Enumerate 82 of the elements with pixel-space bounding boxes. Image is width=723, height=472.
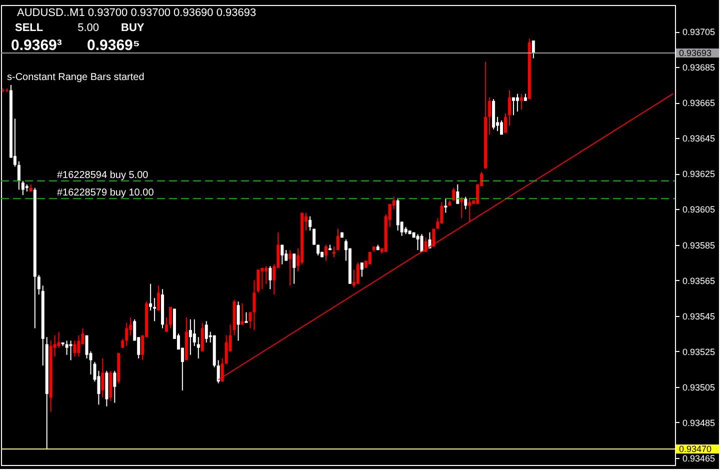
candlestick [264,266,268,284]
candlestick [204,320,208,343]
ref-line-label: #16228579 buy 10.00 [57,188,154,199]
candlestick [420,234,424,252]
candlestick [85,334,88,359]
candlestick [73,340,76,358]
y-tick-label: 0.93585 [682,240,716,250]
candlestick [192,318,196,347]
candlestick [336,228,340,251]
y-tick-label: 0.93545 [682,311,716,322]
annotation: BUY [121,22,145,34]
candlestick [324,244,328,262]
candlestick [312,228,316,246]
candlestick [444,198,448,214]
candlestick [456,184,460,204]
candlestick [520,93,523,110]
y-tick-label: 0.93665 [682,98,716,108]
candlestick [224,334,228,364]
y-tick-label: 0.93625 [682,169,716,180]
candlestick [368,251,372,265]
chart-title: AUDUSD..M1 0.93700 0.93700 0.93690 0.93693 [17,7,256,19]
candlestick [468,198,472,222]
candlestick [508,90,511,126]
candlestick [196,336,200,359]
candlestick [464,196,468,210]
y-tick-label: 0.93685 [682,62,716,73]
candlestick [244,312,248,324]
y-tick-label: 0.93525 [682,346,716,357]
candlestick [57,331,60,348]
candlestick [260,267,264,290]
candlestick [157,285,160,311]
candlestick [188,318,192,356]
candlestick [21,180,24,196]
candlestick [113,370,116,404]
candlestick [356,262,360,284]
candlestick [236,301,240,342]
y-tick-label: 0.93565 [682,276,716,286]
candlestick [268,266,272,290]
candlestick [308,216,312,232]
candlestick [516,93,519,112]
y-tick-label: 0.93485 [682,418,716,428]
candlestick [77,334,80,358]
candlestick [17,160,20,190]
candlestick [292,253,296,284]
annotation: 5.00 [78,22,99,34]
candlestick [69,340,72,361]
candlestick [280,244,284,265]
candlestick [500,120,504,136]
candlestick [452,187,456,201]
candlestick [416,234,420,251]
candlestick [125,322,128,347]
ref-line-label: 0.93470 [679,444,712,454]
y-tick-label: 0.93505 [682,382,716,392]
candlestick [288,250,292,286]
ref-line-label: #16228594 buy 5.00 [57,170,149,181]
candlestick [252,280,256,331]
candlestick [149,283,152,311]
y-tick-label: 0.93465 [682,453,716,464]
annotation: SELL [15,22,44,34]
y-tick-label: 0.93645 [682,134,716,144]
candlestick [256,269,260,294]
candlestick [101,358,104,398]
candlestick [65,340,68,356]
candlestick [424,237,428,252]
y-tick-label: 0.93705 [682,27,716,38]
candlestick [432,228,436,248]
candlestick [360,262,364,278]
ref-line-label: 0.93693 [679,48,712,58]
candlestick [488,96,492,136]
annotation: s-Constant Range Bars started [7,72,144,83]
candlestick [168,306,172,329]
y-tick-label: 0.93605 [682,204,716,215]
candlestick [165,317,168,332]
candlestick [37,274,40,295]
candlestick [504,112,508,134]
annotation: 0.9369³ [11,37,62,54]
candlestick [240,302,244,326]
candlestick [200,322,204,352]
candlestick [532,40,535,59]
annotation: 0.9369⁵ [87,37,140,54]
candlestick [512,96,515,116]
candlestick [216,360,220,384]
